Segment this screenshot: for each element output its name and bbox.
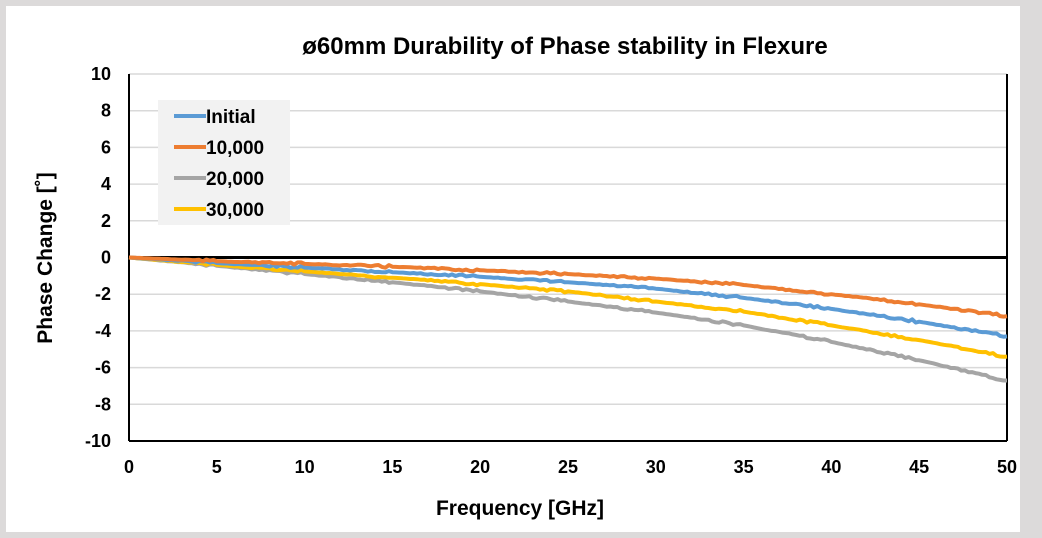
x-tick-label: 25 <box>558 457 578 477</box>
y-tick-label: 8 <box>101 101 111 121</box>
y-axis-label: Phase Change [˚] <box>34 172 57 344</box>
x-tick-label: 40 <box>821 457 841 477</box>
legend-label: 20,000 <box>206 169 264 190</box>
x-tick-label: 20 <box>470 457 490 477</box>
y-tick-label: 2 <box>101 211 111 231</box>
chart-panel <box>6 6 1020 532</box>
y-tick-label: 6 <box>101 137 111 157</box>
x-axis-label: Frequency [GHz] <box>436 497 604 520</box>
x-tick-label: 5 <box>212 457 222 477</box>
y-tick-label: -10 <box>85 431 111 451</box>
y-tick-label: -6 <box>95 358 111 378</box>
series-line-10000 <box>128 255 1008 319</box>
series-line-Initial <box>128 255 1008 339</box>
legend: Initial 10,000 20,000 30,000 <box>158 100 290 225</box>
y-tick-label: 4 <box>101 174 111 194</box>
x-tick-label: 50 <box>997 457 1017 477</box>
x-tick-label: 15 <box>382 457 402 477</box>
y-tick-label: -4 <box>95 321 111 341</box>
y-tick-label: 0 <box>101 248 111 268</box>
legend-label: 30,000 <box>206 200 264 221</box>
x-tick-label: 0 <box>124 457 134 477</box>
legend-label: Initial <box>206 107 256 128</box>
x-tick-label: 10 <box>295 457 315 477</box>
x-tick-label: 35 <box>734 457 754 477</box>
legend-label: 10,000 <box>206 138 264 159</box>
x-tick-label: 30 <box>646 457 666 477</box>
series-line-30000 <box>128 255 1008 359</box>
legend-box <box>158 100 290 225</box>
y-tick-label: 10 <box>91 64 111 84</box>
x-tick-label: 45 <box>909 457 929 477</box>
y-tick-label: -2 <box>95 284 111 304</box>
y-tick-label: -8 <box>95 394 111 414</box>
chart-title: ø60mm Durability of Phase stability in F… <box>302 33 827 60</box>
